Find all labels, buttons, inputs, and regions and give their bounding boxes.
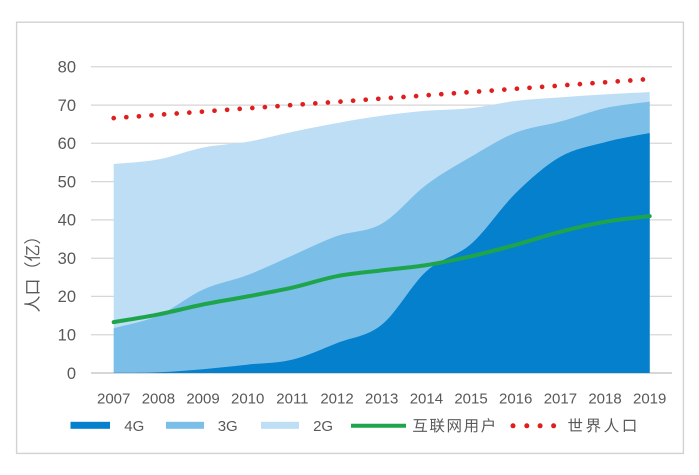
svg-text:50: 50	[58, 173, 76, 191]
svg-text:2011: 2011	[276, 391, 308, 408]
svg-text:20: 20	[58, 288, 76, 306]
svg-text:2014: 2014	[410, 391, 443, 408]
svg-text:70: 70	[58, 97, 76, 115]
svg-text:10: 10	[58, 327, 76, 345]
svg-text:2012: 2012	[320, 391, 353, 408]
svg-text:2010: 2010	[231, 391, 264, 408]
svg-text:2007: 2007	[97, 391, 130, 408]
svg-text:4G: 4G	[124, 418, 144, 435]
svg-text:2013: 2013	[365, 391, 398, 408]
svg-text:30: 30	[58, 250, 76, 268]
svg-text:80: 80	[58, 59, 76, 77]
svg-text:2018: 2018	[588, 391, 621, 408]
svg-text:40: 40	[58, 212, 76, 230]
svg-text:2017: 2017	[544, 391, 577, 408]
svg-text:2015: 2015	[454, 391, 487, 408]
svg-text:2008: 2008	[142, 391, 175, 408]
svg-text:2016: 2016	[499, 391, 532, 408]
svg-text:2G: 2G	[313, 418, 333, 435]
svg-text:60: 60	[58, 135, 76, 153]
svg-text:2019: 2019	[633, 391, 666, 408]
svg-text:0: 0	[67, 365, 76, 383]
svg-text:2009: 2009	[186, 391, 219, 408]
svg-text:3G: 3G	[218, 418, 238, 435]
